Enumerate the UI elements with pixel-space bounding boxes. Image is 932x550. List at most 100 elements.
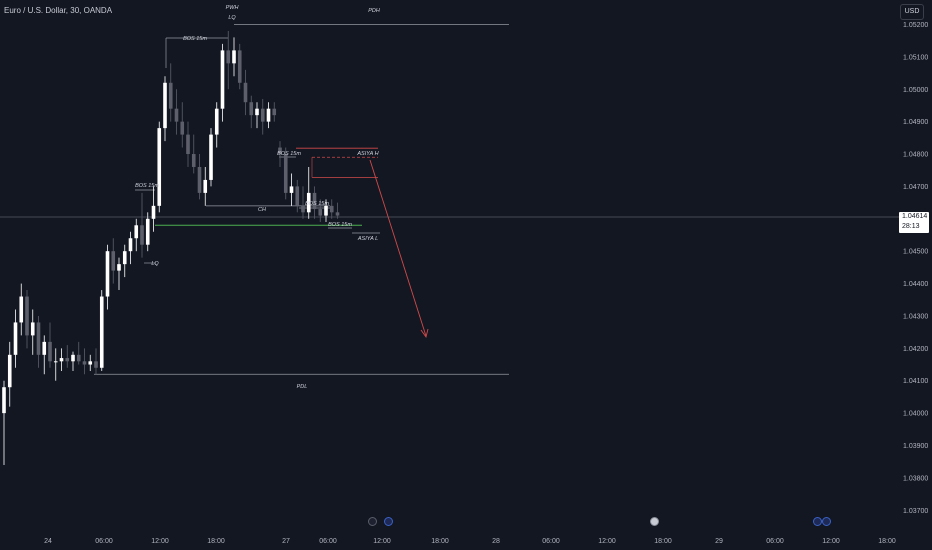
y-tick-label: 1.04900: [903, 119, 928, 126]
candle-down: [140, 225, 144, 245]
candle-down: [243, 82, 248, 103]
y-tick-label: 1.04500: [903, 249, 928, 256]
annotation-label: PDH: [368, 8, 380, 14]
annotation-label: PWH: [226, 5, 239, 11]
x-tick-label: 06:00: [542, 538, 560, 545]
economic-event-icon[interactable]: [813, 517, 822, 526]
candle-up: [255, 108, 259, 116]
annotation-label: PDL: [297, 384, 308, 390]
candle-up: [42, 341, 47, 355]
x-tick-label: 06:00: [319, 538, 337, 545]
x-tick-label: 29: [715, 538, 723, 545]
x-tick-label: 28: [492, 538, 500, 545]
candle-down: [335, 212, 340, 216]
candle-down: [168, 82, 173, 109]
candle-down: [197, 166, 202, 193]
annotation-label: BOS 15m: [135, 183, 159, 189]
annotation-label: LQ: [151, 261, 159, 267]
y-tick-label: 1.03800: [903, 475, 928, 482]
us-flag-event-icon[interactable]: [650, 517, 659, 526]
projection-arrowhead: [420, 328, 429, 339]
candle-up: [19, 296, 24, 323]
candle-up: [134, 225, 139, 239]
candle-up: [99, 296, 104, 368]
candle-up: [7, 354, 12, 388]
x-tick-label: 27: [282, 538, 290, 545]
candle-down: [36, 322, 41, 355]
candle-up: [59, 358, 64, 362]
x-tick-label: 12:00: [822, 538, 840, 545]
candle-up: [266, 108, 271, 122]
annotation-label: ASIYA H: [356, 151, 378, 157]
annotation-label: ASIYA L: [357, 236, 378, 242]
candle-up: [128, 238, 133, 252]
y-tick-label: 1.05100: [903, 54, 928, 61]
candle-down: [186, 134, 190, 155]
candle-up: [71, 354, 75, 362]
candle-up: [105, 251, 110, 297]
candle-up: [214, 108, 219, 135]
flash-event-icon[interactable]: [368, 517, 377, 526]
symbol-title: Euro / U.S. Dollar, 30, OANDA: [4, 6, 113, 15]
current-price-tag: 1.04614 28:13: [899, 212, 929, 233]
candle-up: [306, 192, 311, 213]
candle-up: [53, 361, 58, 363]
annotation-labels: PWH LQ PDH BOS 15m BOS 15m BOS 15m BOS 15m BOS …: [135, 5, 380, 390]
projection-arrow: [369, 159, 427, 337]
candle-up: [151, 205, 156, 219]
annotation-label: BOS 15m: [183, 36, 207, 42]
candle-up: [122, 251, 127, 265]
candle-down: [111, 251, 116, 271]
x-tick-label: 06:00: [766, 538, 784, 545]
y-tick-label: 1.04800: [903, 152, 928, 159]
x-tick-label: 12:00: [598, 538, 616, 545]
candles: [2, 30, 340, 465]
x-tick-label: 12:00: [151, 538, 169, 545]
y-tick-label: 1.04300: [903, 313, 928, 320]
economic-event-icon[interactable]: [384, 517, 393, 526]
candle-up: [2, 387, 6, 414]
current-price-value: 1.04614: [902, 213, 928, 220]
candle-down: [312, 192, 317, 210]
y-tick-label: 1.04200: [903, 346, 928, 353]
candle-down: [301, 205, 305, 213]
candle-down: [180, 121, 185, 135]
x-axis: 24 06:00 12:00 18:00 27 06:00 12:00 18:00 28 06:0…: [44, 538, 896, 545]
annotation-label: LQ: [228, 15, 236, 21]
candle-down: [65, 358, 70, 362]
candle-up: [145, 218, 150, 245]
y-tick-label: 1.04400: [903, 281, 928, 288]
candle-up: [163, 82, 167, 129]
annotation-label: CH: [258, 207, 266, 213]
y-tick-label: 1.05000: [903, 87, 928, 94]
y-tick-label: 1.05200: [903, 22, 928, 29]
candle-down: [82, 361, 87, 365]
candle-down: [48, 341, 52, 362]
candle-down: [25, 296, 29, 336]
candle-up: [13, 322, 18, 355]
x-tick-label: 18:00: [431, 538, 449, 545]
annotation-label: BOS 15m: [328, 222, 352, 228]
candle-up: [209, 134, 213, 180]
countdown-timer: 28:13: [902, 223, 920, 230]
candle-up: [30, 322, 35, 336]
candle-down: [278, 147, 282, 155]
x-tick-label: 06:00: [95, 538, 113, 545]
annotation-levels: [0, 24, 899, 375]
candle-down: [318, 209, 323, 216]
candle-up: [157, 128, 162, 206]
candle-up: [203, 179, 208, 193]
candle-down: [76, 354, 81, 362]
candle-up: [88, 361, 93, 365]
economic-event-icon[interactable]: [822, 517, 831, 526]
candle-up: [289, 186, 294, 193]
y-tick-label: 1.04000: [903, 411, 928, 418]
y-tick-label: 1.03700: [903, 508, 928, 515]
x-tick-label: 18:00: [878, 538, 896, 545]
x-tick-label: 12:00: [373, 538, 391, 545]
candle-down: [237, 50, 242, 83]
candle-up: [220, 50, 225, 109]
y-tick-label: 1.04100: [903, 378, 928, 385]
currency-button[interactable]: USD: [900, 4, 924, 20]
